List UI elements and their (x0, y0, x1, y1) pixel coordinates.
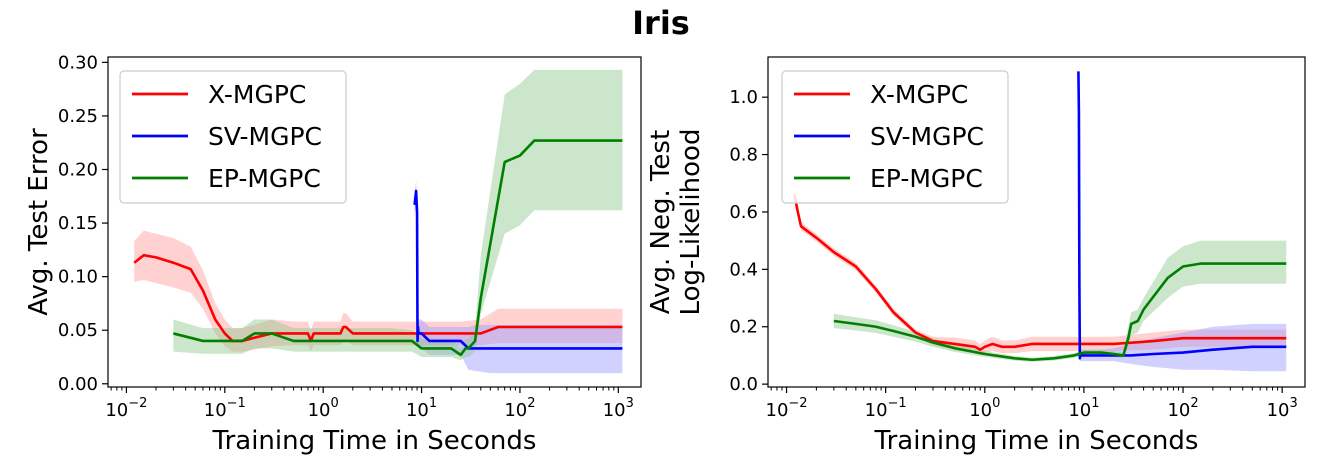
y-tick-label: 0.4 (729, 259, 758, 280)
figure-title: Iris (632, 4, 690, 42)
y-tick-label: 0.00 (58, 374, 98, 395)
axes-frame-2 (767, 56, 1306, 388)
line-sv-mgpc (413, 189, 623, 350)
chart-1: 10−2 10−1 100 101 102 103 0.00 0.05 0.10 0.15 0.20… (24, 52, 642, 456)
x-axis-label: Training Time in Seconds (874, 426, 1199, 456)
plot-area-1 (133, 69, 623, 374)
y-axis-label: Avg. Test Error (24, 128, 54, 316)
band-sv-mgpc (1078, 65, 1287, 372)
legend-box (119, 70, 347, 204)
x-tick-label: 10−2 (766, 396, 808, 421)
axes-frame-1 (107, 56, 642, 388)
x-tick-label: 103 (603, 396, 634, 421)
band-x-mgpc (134, 230, 623, 352)
x-tick-label: 101 (1068, 396, 1099, 421)
legend-label: EP-MGPC (870, 164, 983, 193)
legend-1: X-MGPC SV-MGPC EP-MGPC (119, 70, 347, 204)
y-tick-label: 0.15 (58, 213, 98, 234)
y-tick-label: 0.25 (58, 106, 98, 127)
band-ep-mgpc (833, 240, 1287, 362)
x-tick-label: 100 (969, 396, 1000, 421)
y-tick-label: 0.2 (729, 317, 758, 338)
y-tick-label: 1.0 (729, 87, 758, 108)
line-x-mgpc (793, 194, 1287, 351)
x-tick-label: 10−2 (105, 396, 147, 421)
x-tick-label: 100 (308, 396, 339, 421)
y-tick-label: 0.20 (58, 160, 98, 181)
y-tick-label: 0.10 (58, 267, 98, 288)
legend-label: X-MGPC (870, 80, 968, 109)
line-x-mgpc (133, 253, 623, 343)
x-tick-label: 103 (1267, 396, 1298, 421)
y-tick-label: 0.8 (729, 145, 758, 166)
y-axis-label: Avg. Neg. TestLog-Likelihood (646, 129, 706, 316)
y-tick-label: 0.30 (58, 52, 98, 73)
line-sv-mgpc (1077, 71, 1287, 360)
legend-label: X-MGPC (208, 80, 306, 109)
x-tick-label: 10−1 (204, 396, 246, 421)
band-ep-mgpc (173, 69, 623, 361)
x-tick-label: 101 (406, 396, 437, 421)
legend-box (781, 70, 1009, 204)
x-axis-label: Training Time in Seconds (212, 426, 537, 456)
plot-area-2 (793, 65, 1287, 372)
x-tick-label: 102 (504, 396, 535, 421)
legend-2: X-MGPC SV-MGPC EP-MGPC (781, 70, 1009, 204)
line-ep-mgpc (173, 139, 623, 357)
x-tick-label: 10−1 (865, 396, 907, 421)
y-tick-label: 0.0 (729, 374, 758, 395)
x-tick-label: 102 (1167, 396, 1198, 421)
legend-label: SV-MGPC (870, 122, 984, 151)
legend-label: SV-MGPC (208, 122, 322, 151)
band-sv-mgpc (414, 180, 623, 374)
legend-label: EP-MGPC (208, 164, 321, 193)
y-tick-label: 0.05 (58, 320, 98, 341)
line-ep-mgpc (833, 262, 1287, 362)
chart-2: 10−2 10−1 100 101 102 103 0.0 0.2 0.4 0.6 0.8 1.0 Tr… (646, 56, 1306, 456)
y-tick-label: 0.6 (729, 202, 758, 223)
